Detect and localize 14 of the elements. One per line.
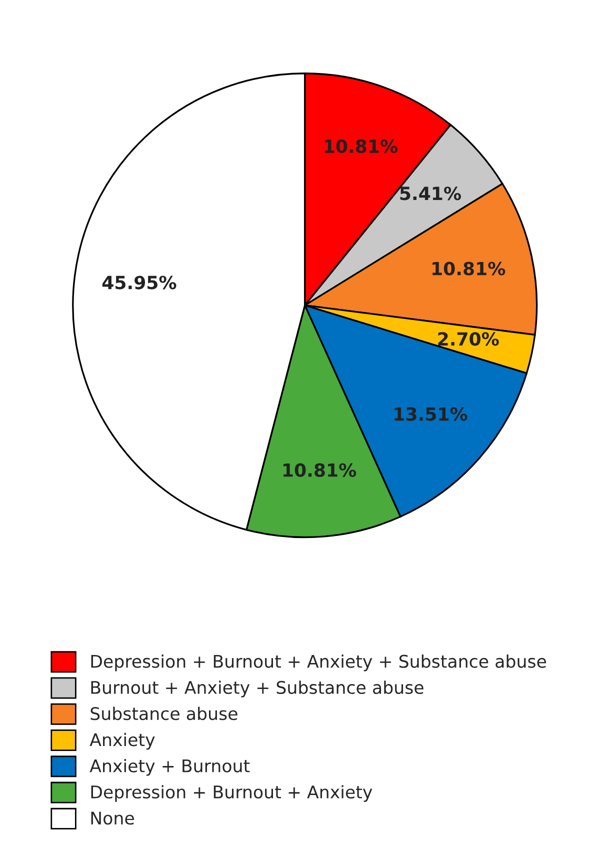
- legend-label: Substance abuse: [90, 706, 238, 720]
- legend-label: None: [91, 812, 134, 825]
- data-label: 45.95%: [102, 276, 176, 290]
- data-label: 2.70%: [438, 332, 499, 346]
- data-label: 10.81%: [283, 463, 356, 477]
- legend-label: Anxiety: [90, 732, 155, 750]
- data-label: 5.41%: [400, 186, 461, 200]
- legend-label: Burnout + Anxiety + Substance abuse: [91, 680, 424, 698]
- legend-label: Depression + Burnout + Anxiety: [91, 785, 372, 802]
- legend-label: Depression + Burnout + Anxiety + Substance abuse: [91, 654, 546, 672]
- data-label: 10.81%: [324, 139, 398, 154]
- data-label: 10.81%: [432, 262, 506, 276]
- legend-label: Anxiety + Burnout: [90, 758, 250, 776]
- data-label: 13.51%: [394, 407, 468, 421]
